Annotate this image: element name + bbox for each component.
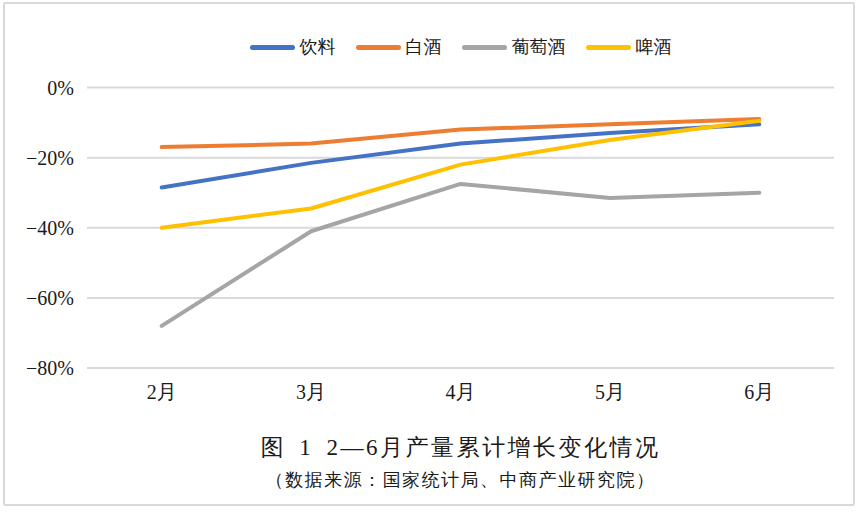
x-axis-tick-label: 2月 bbox=[147, 381, 177, 403]
x-axis-tick-label: 5月 bbox=[595, 381, 625, 403]
y-axis-tick-label: −80% bbox=[26, 357, 74, 379]
y-axis-tick-label: −40% bbox=[26, 217, 74, 239]
chart-source: （数据来源：国家统计局、中商产业研究院） bbox=[87, 468, 834, 492]
x-axis-tick-label: 3月 bbox=[296, 381, 326, 403]
y-axis-tick-label: −60% bbox=[26, 287, 74, 309]
series-line-葡萄酒 bbox=[162, 184, 760, 326]
x-axis-tick-label: 6月 bbox=[744, 381, 774, 403]
chart-title: 图 1 2—6月产量累计增长变化情况 bbox=[87, 432, 834, 463]
caption-block: 图 1 2—6月产量累计增长变化情况 （数据来源：国家统计局、中商产业研究院） bbox=[87, 432, 834, 492]
y-axis-tick-label: −20% bbox=[26, 147, 74, 169]
y-axis-tick-label: 0% bbox=[47, 77, 74, 99]
x-axis-tick-label: 4月 bbox=[446, 381, 476, 403]
